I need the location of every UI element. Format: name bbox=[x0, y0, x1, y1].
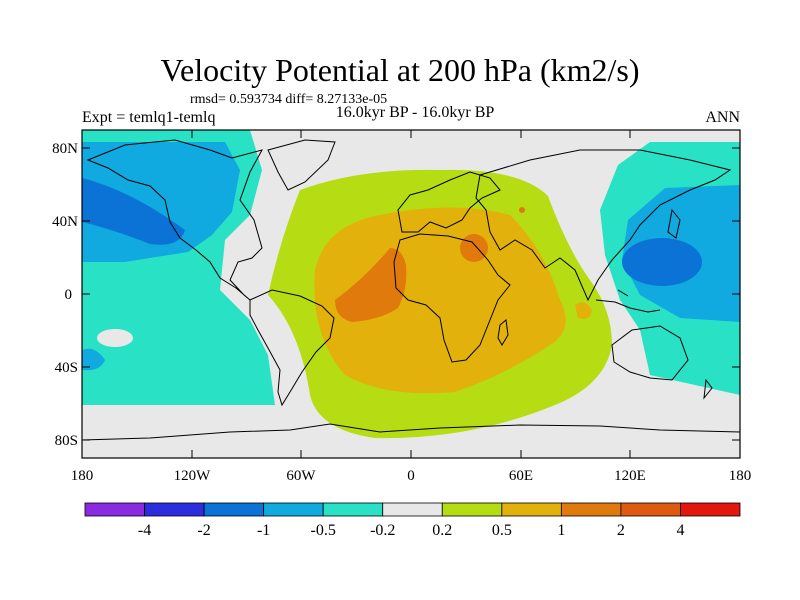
region-neg-west-south bbox=[82, 348, 105, 371]
region-neg-west-core bbox=[82, 178, 185, 245]
coast-japan bbox=[667, 208, 681, 239]
coast-greenland bbox=[267, 139, 336, 191]
x-tick-label: 180 bbox=[71, 468, 94, 484]
colorbar-swatch bbox=[382, 502, 443, 517]
coastlines bbox=[82, 139, 740, 441]
colorbar-label: -1 bbox=[257, 522, 270, 539]
x-tick-label: 120E bbox=[614, 468, 646, 484]
colorbar-swatch bbox=[84, 502, 145, 517]
colorbar-swatch bbox=[144, 502, 205, 517]
coast-europe bbox=[397, 171, 501, 233]
region-pos-core-atlantic bbox=[335, 248, 407, 322]
x-axis-labels: 180 120W 60W 0 60E 120E 180 bbox=[71, 468, 752, 484]
coast-antarctica bbox=[82, 423, 740, 441]
coast-madagascar bbox=[497, 319, 509, 346]
contour-field bbox=[82, 130, 740, 458]
coast-australia bbox=[611, 325, 689, 381]
y-axis-labels: 80N 40N 0 40S 80S bbox=[52, 141, 78, 449]
colorbar-label: 4 bbox=[676, 522, 684, 539]
colorbar-swatch bbox=[680, 502, 741, 517]
period-label: 16.0kyr BP - 16.0kyr BP bbox=[335, 104, 495, 121]
plot-title: Velocity Potential at 200 hPa (km2/s) bbox=[160, 52, 640, 88]
colorbar-label: -0.2 bbox=[370, 522, 395, 539]
x-tick-label: 120W bbox=[174, 468, 212, 484]
region-zero-patch bbox=[97, 329, 133, 347]
colorbar-swatch bbox=[620, 502, 681, 517]
colorbar-label: 0.2 bbox=[432, 522, 452, 539]
colorbar-label: -2 bbox=[197, 522, 210, 539]
colorbar-label: -4 bbox=[138, 522, 151, 539]
x-tick-label: 180 bbox=[729, 468, 752, 484]
colorbar-swatch bbox=[560, 502, 622, 517]
y-tick-label: 0 bbox=[65, 287, 73, 303]
colorbar-swatch bbox=[263, 502, 324, 517]
season-label: ANN bbox=[705, 109, 740, 126]
colorbar bbox=[84, 502, 741, 517]
stats-label: rmsd= 0.593734 diff= 8.27133e-05 bbox=[190, 92, 388, 107]
x-tick-label: 60E bbox=[509, 468, 533, 484]
y-tick-label: 80N bbox=[52, 141, 78, 157]
region-pos-mid-east bbox=[575, 302, 592, 319]
region-pos-core-small bbox=[519, 207, 525, 213]
colorbar-swatch bbox=[322, 502, 384, 517]
y-tick-label: 80S bbox=[55, 433, 78, 449]
colorbar-swatch bbox=[203, 502, 265, 517]
region-neg-east-core bbox=[622, 238, 702, 286]
colorbar-label: 0.5 bbox=[492, 522, 512, 539]
colorbar-label: 2 bbox=[617, 522, 625, 539]
coast-south-america bbox=[249, 289, 335, 407]
axis-ticks bbox=[81, 130, 741, 458]
x-tick-label: 0 bbox=[407, 468, 415, 484]
region-pos-mid bbox=[314, 207, 566, 394]
colorbar-swatch bbox=[441, 502, 503, 517]
y-tick-label: 40S bbox=[55, 360, 78, 376]
coast-asia bbox=[475, 149, 732, 302]
coast-north-america bbox=[86, 139, 263, 301]
colorbar-label: -0.5 bbox=[311, 522, 336, 539]
coast-indonesia bbox=[595, 289, 661, 313]
colorbar-label: 1 bbox=[557, 522, 565, 539]
experiment-label: Expt = temlq1-temlq bbox=[82, 109, 216, 126]
colorbar-labels: -4 -2 -1 -0.5 -0.2 0.2 0.5 1 2 4 bbox=[138, 522, 685, 539]
colorbar-swatch bbox=[501, 502, 562, 517]
coast-new-zealand bbox=[703, 378, 713, 400]
y-tick-label: 40N bbox=[52, 214, 78, 230]
coast-africa bbox=[393, 233, 511, 363]
region-pos-core-arabia bbox=[460, 234, 488, 262]
x-tick-label: 60W bbox=[286, 468, 316, 484]
